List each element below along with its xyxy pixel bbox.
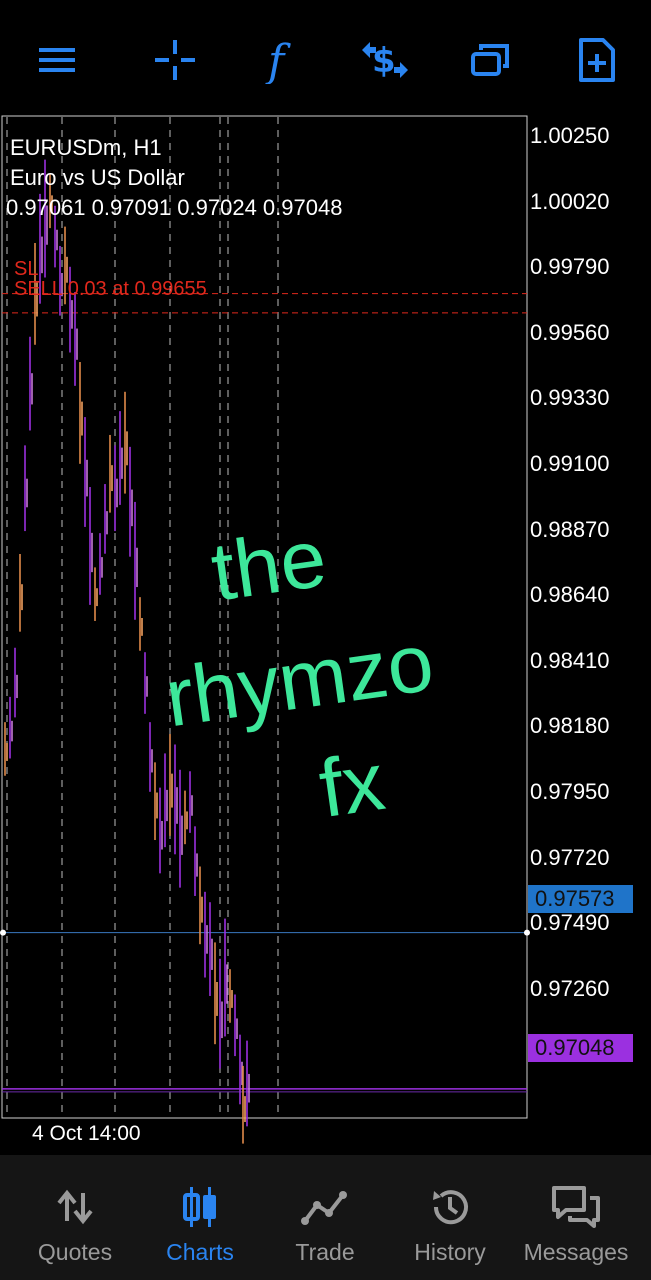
top-toolbar: f $	[0, 0, 651, 115]
menu-button[interactable]	[27, 30, 87, 90]
price-axis-label: 1.00250	[530, 123, 610, 148]
watermark-line-1: the	[206, 512, 332, 619]
price-axis-label: 0.97260	[530, 975, 610, 1001]
price-axis-label: 0.99790	[530, 254, 610, 280]
chart-info: EURUSDm, H1 Euro vs US Dollar 0.97061 0.…	[6, 133, 342, 223]
new-order-icon	[579, 38, 615, 82]
chart-area[interactable]: EURUSDm, H1 Euro vs US Dollar 0.97061 0.…	[0, 115, 651, 1155]
svg-text:f: f	[265, 36, 291, 84]
currency-exchange-icon: $	[362, 41, 408, 81]
nav-label-messages: Messages	[523, 1239, 629, 1265]
nav-messages[interactable]: Messages	[511, 1155, 641, 1280]
windows-icon	[471, 44, 509, 76]
price-axis-label: 0.97720	[530, 844, 610, 870]
price-axis-label: 0.98180	[530, 713, 610, 739]
nav-quotes[interactable]: Quotes	[10, 1155, 140, 1280]
price-axis-label: 0.98410	[530, 647, 610, 673]
bottom-navigation: Quotes Charts Trade	[0, 1155, 651, 1280]
price-axis-label: 0.99560	[530, 319, 610, 345]
bid-price-tag: 0.97573	[528, 885, 633, 913]
svg-text:$: $	[372, 41, 396, 81]
history-icon	[433, 1190, 468, 1225]
trend-line-icon	[301, 1191, 347, 1225]
nav-label-trade: Trade	[295, 1239, 355, 1265]
watermark-line-3: fx	[313, 736, 390, 836]
menu-icon	[39, 48, 75, 72]
nav-history[interactable]: History	[385, 1155, 515, 1280]
price-axis-label: 1.00020	[530, 188, 610, 214]
price-chart[interactable]	[0, 115, 651, 1155]
ask-price-tag: 0.97048	[528, 1034, 633, 1062]
indicator-f-icon: f	[265, 36, 291, 84]
indicators-button[interactable]: f	[250, 30, 310, 90]
currency-button[interactable]: $	[355, 30, 415, 90]
chart-frame	[1, 115, 528, 1119]
symbol-title: EURUSDm, H1	[10, 135, 162, 160]
bid-line-handle	[524, 929, 530, 936]
time-axis-label: 4 Oct 14:00	[32, 1122, 141, 1145]
order-label: SELL 0.03 at 0.99655	[14, 278, 207, 300]
crosshair-icon	[155, 40, 195, 80]
price-axis-label: 0.98640	[530, 582, 610, 608]
nav-trade[interactable]: Trade	[260, 1155, 390, 1280]
nav-label-charts: Charts	[166, 1239, 234, 1265]
chat-icon	[552, 1186, 600, 1228]
ohlc-values: 0.97061 0.97091 0.97024 0.97048	[6, 195, 343, 220]
swap-arrows-icon	[57, 1189, 93, 1225]
bid-line-handle	[0, 929, 6, 936]
crosshair-button[interactable]	[145, 30, 205, 90]
price-axis-label: 0.97950	[530, 779, 610, 804]
price-axis-label: 0.97490	[530, 910, 610, 936]
price-axis-label: 0.99330	[530, 385, 610, 411]
price-axis-label: 0.99100	[530, 451, 610, 476]
nav-label-quotes: Quotes	[37, 1239, 113, 1265]
price-axis-label: 0.98870	[530, 516, 610, 542]
nav-label-history: History	[414, 1239, 486, 1265]
nav-charts[interactable]: Charts	[135, 1155, 265, 1280]
symbol-description: Euro vs US Dollar	[10, 165, 185, 190]
windows-button[interactable]	[461, 30, 521, 90]
candles-icon	[183, 1187, 216, 1227]
new-order-button[interactable]	[567, 30, 627, 90]
stop-loss-label: SL	[14, 258, 39, 280]
